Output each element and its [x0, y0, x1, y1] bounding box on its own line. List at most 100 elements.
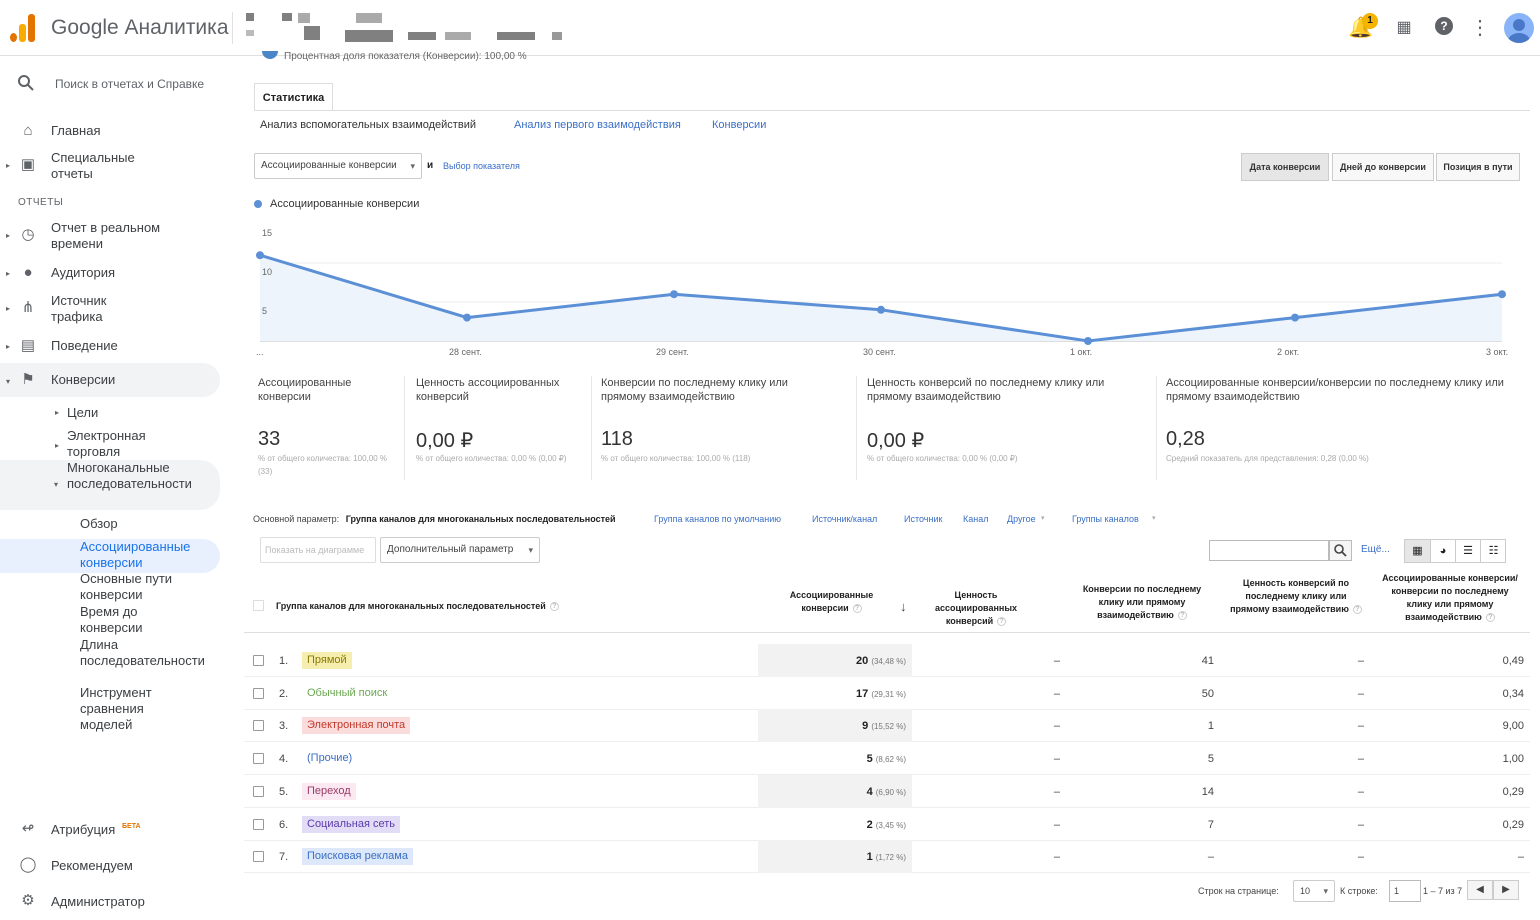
channel-link[interactable]: Обычный поиск	[302, 684, 393, 702]
nav-conversions[interactable]: ▾ ⚑ Конверсии	[0, 363, 220, 397]
channel-link[interactable]: (Прочие)	[302, 750, 358, 768]
help-icon[interactable]: ?	[1432, 16, 1456, 40]
goto-row-input[interactable]: 1	[1389, 880, 1421, 902]
row-checkbox[interactable]	[253, 785, 264, 797]
nav-home[interactable]: ⌂ Главная	[0, 121, 220, 145]
search-input[interactable]: Поиск в отчетах и Справке	[55, 77, 205, 91]
channel-link[interactable]: Социальная сеть	[302, 815, 400, 833]
table-search-input[interactable]	[1209, 540, 1329, 561]
nav-behavior[interactable]: ▸ ▤ Поведение	[6, 337, 118, 354]
sidebar: Поиск в отчетах и Справке ⌂ Главная ▸ ▣ …	[0, 57, 240, 920]
chevron-down-icon: ▾	[1152, 515, 1156, 522]
dimension-source[interactable]: Источник	[904, 514, 943, 524]
more-vert-icon[interactable]: ⋮	[1470, 17, 1490, 39]
ratio-value: 0,29	[1502, 785, 1524, 798]
next-page-icon[interactable]: ▶	[1493, 880, 1519, 900]
series-area	[260, 255, 1502, 341]
channel-link[interactable]: Поисковая реклама	[302, 848, 413, 866]
more-options-link[interactable]: Ещё...	[1361, 544, 1390, 555]
select-all-checkbox[interactable]	[253, 600, 264, 611]
row-checkbox[interactable]	[253, 720, 264, 732]
primary-dimension-row: Основной параметр: Группа каналов для мн…	[253, 514, 616, 524]
apps-grid-icon[interactable]: ▦	[1396, 19, 1412, 36]
dimension-medium[interactable]: Канал	[963, 514, 989, 524]
row-number: 1.	[279, 655, 289, 667]
avatar[interactable]	[1504, 13, 1534, 43]
metric-assisted: Ассоциированные конверсии 33 % от общего…	[258, 377, 388, 476]
caret-right-icon: ▸	[55, 441, 60, 450]
rows-per-page-select[interactable]: 10	[1293, 880, 1335, 902]
col-ratio[interactable]: Ассоциированные конверсии/конверсии по п…	[1382, 573, 1518, 623]
channel-link[interactable]: Электронная почта	[302, 717, 411, 735]
assisted-value: 17 (29,31 %)	[856, 687, 906, 700]
table-search-button[interactable]	[1329, 540, 1352, 561]
row-checkbox[interactable]	[253, 655, 264, 666]
search-icon[interactable]	[16, 74, 36, 94]
row-checkbox[interactable]	[253, 818, 264, 830]
caret-right-icon: ▸	[6, 231, 11, 240]
lightbulb-icon: ◯	[19, 856, 37, 873]
nav-goals[interactable]: Цели	[67, 405, 99, 420]
plot-rows-button[interactable]: Показать на диаграмме	[260, 537, 376, 563]
col-channel-group[interactable]: Группа каналов для многоканальных послед…	[276, 600, 606, 613]
nav-time-lag[interactable]: Время до конверсии	[80, 604, 143, 635]
col-assisted-value[interactable]: Ценность ассоциированных конверсий?	[934, 590, 1018, 627]
row-checkbox[interactable]	[253, 851, 264, 863]
row-checkbox[interactable]	[253, 687, 264, 699]
nav-admin[interactable]: ⚙ Администратор	[0, 891, 220, 915]
tab-divider	[254, 110, 1530, 111]
col-last-click[interactable]: Конверсии по последнему клику или прямом…	[1082, 584, 1202, 621]
nav-mcf[interactable]: Многоканальные последовательности	[67, 460, 192, 491]
beta-badge: БЕТА	[122, 823, 141, 830]
nav-overview[interactable]: Обзор	[80, 516, 118, 531]
table-view-icon[interactable]: ▦	[1405, 540, 1430, 562]
pie-view-icon[interactable]: ◕	[1430, 540, 1455, 562]
nav-top-paths[interactable]: Основные пути конверсии	[80, 571, 173, 602]
subtab-conversions[interactable]: Конверсии	[712, 119, 767, 131]
nav-path-length[interactable]: Длина последовательности	[80, 637, 205, 668]
nav-acquisition[interactable]: ▸ ⋔ Источник трафика	[6, 293, 107, 324]
date-conversion-button[interactable]: Дата конверсии	[1241, 153, 1329, 181]
nav-custom-reports[interactable]: ▸ ▣ Специальные отчеты	[6, 150, 135, 181]
tab-statistics[interactable]: Статистика	[254, 83, 333, 111]
last-click-value: 50	[1201, 687, 1214, 700]
pivot-view-icon[interactable]: ☷	[1480, 540, 1506, 562]
nav-assisted-conversions[interactable]: Ассоциированные конверсии	[80, 539, 191, 570]
secondary-dimension-select[interactable]: Дополнительный параметр	[380, 537, 540, 563]
metric-select[interactable]: Ассоциированные конверсии	[254, 153, 422, 179]
col-assisted[interactable]: Ассоциированные конверсии?	[789, 590, 874, 614]
nav-realtime[interactable]: ▸ ◷ Отчет в реальном времени	[6, 220, 161, 251]
choose-metric-link[interactable]: Выбор показателя	[443, 161, 520, 171]
days-to-conversion-button[interactable]: Дней до конверсии	[1332, 153, 1434, 181]
dimension-channel-groups[interactable]: Группы каналов	[1072, 514, 1139, 524]
channel-link[interactable]: Переход	[302, 782, 356, 800]
row-number: 4.	[279, 753, 289, 766]
prev-page-icon[interactable]: ◀	[1467, 880, 1493, 900]
path-position-button[interactable]: Позиция в пути	[1436, 153, 1520, 181]
table-row: 5. Переход 4 (6,90 %) – 14 – 0,29	[244, 774, 1530, 808]
row-checkbox[interactable]	[253, 753, 264, 765]
subtab-first-interaction[interactable]: Анализ первого взаимодействия	[514, 119, 681, 131]
dimension-mcf-group[interactable]: Группа каналов для многоканальных послед…	[345, 514, 616, 524]
bar-view-icon[interactable]: ☰	[1455, 540, 1480, 562]
nav-ecommerce[interactable]: Электронная торговля	[67, 428, 146, 459]
dimension-default-group[interactable]: Группа каналов по умолчанию	[654, 514, 782, 524]
channel-link[interactable]: Прямой	[302, 652, 352, 669]
last-click-conv-value: –	[1357, 720, 1364, 733]
subtab-assist-analysis[interactable]: Анализ вспомогательных взаимодействий	[260, 119, 476, 131]
nav-discover[interactable]: ◯ Рекомендуем	[19, 856, 133, 873]
app-title[interactable]: Google Аналитика	[51, 16, 229, 39]
table-header: Группа каналов для многоканальных послед…	[244, 567, 1530, 633]
last-click-value: 7	[1207, 818, 1214, 831]
dimension-source-medium[interactable]: Источник/канал	[812, 514, 878, 524]
dimension-other[interactable]: Другое	[1007, 514, 1036, 524]
analytics-logo[interactable]	[10, 14, 36, 42]
help-icon: ?	[852, 604, 862, 614]
sort-down-icon[interactable]: ↓	[900, 599, 907, 614]
nav-model-comparison[interactable]: Инструмент сравнения моделей	[80, 685, 152, 732]
nav-audience[interactable]: ▸ ● Аудитория	[6, 264, 116, 281]
data-point	[256, 251, 264, 260]
nav-attribution[interactable]: ↫ Атрибуция БЕТА	[0, 819, 220, 843]
divider	[232, 12, 233, 44]
col-last-click-value[interactable]: Ценность конверсий по последнему клику и…	[1226, 577, 1366, 616]
